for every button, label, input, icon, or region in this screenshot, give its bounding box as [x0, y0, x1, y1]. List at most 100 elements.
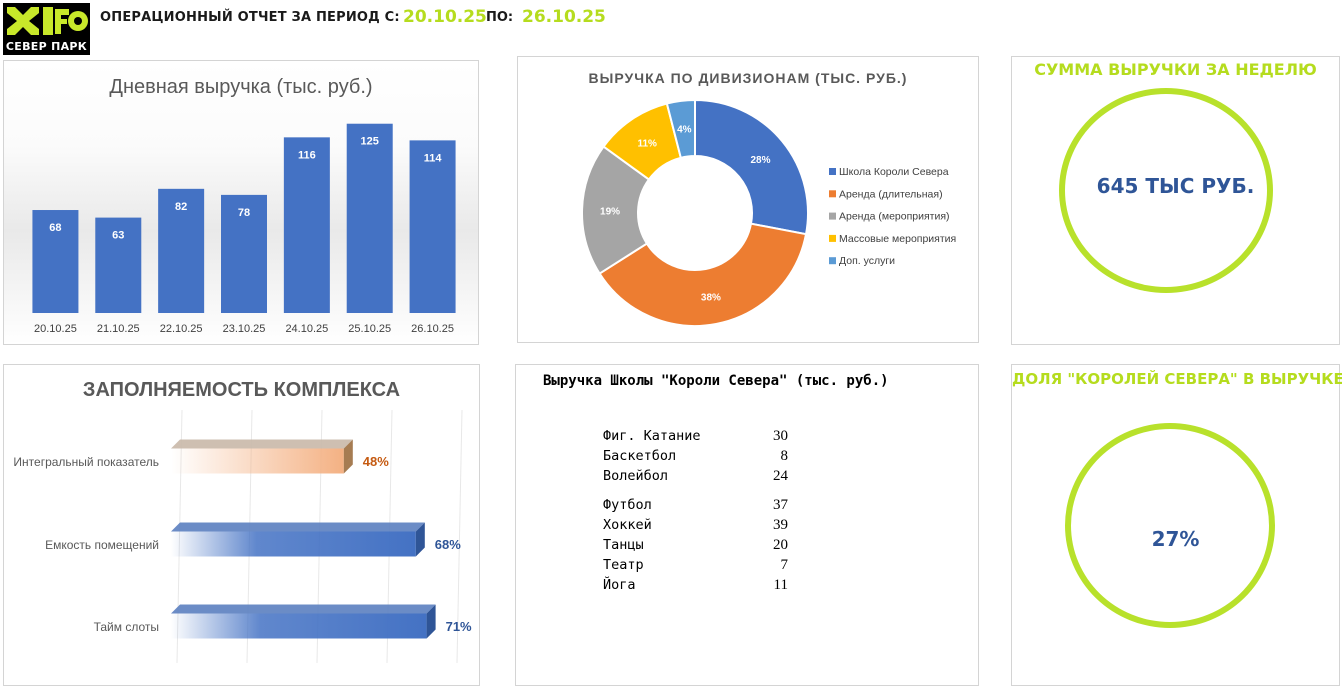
chart-title: ВЫРУЧКА ПО ДИВИЗИОНАМ (ТЫС. РУБ.) — [588, 70, 908, 86]
occupancy-plot: 48% Интегральный показатель 68% Емкость пом… — [13, 409, 472, 664]
legend-swatch — [829, 190, 836, 198]
legend-swatch — [829, 212, 836, 220]
occupancy-bar[interactable] — [171, 613, 427, 639]
bar[interactable] — [283, 137, 330, 313]
bar-value-label: 68% — [435, 537, 461, 552]
kings-share-value: 27% — [1151, 527, 1200, 551]
chart-title: Дневная выручка (тыс. руб.) — [109, 76, 373, 98]
row-name: Танцы — [603, 537, 644, 553]
legend-swatch — [829, 168, 836, 175]
bar-value-label: 63 — [112, 230, 124, 242]
bar[interactable] — [32, 210, 79, 313]
kings-share-card: ДОЛЯ "КОРОЛЕЙ СЕВЕРА" В ВЫРУЧКЕ 27% — [1011, 364, 1342, 686]
report-title: ОПЕРАЦИОННЫЙ ОТЧЕТ ЗА ПЕРИОД С: — [100, 10, 400, 25]
legend-label: Школа Короли Севера — [839, 166, 949, 178]
row-value: 20 — [773, 537, 788, 553]
row-value: 30 — [773, 428, 788, 444]
bar-value-label: 78 — [238, 207, 250, 219]
row-name: Хоккей — [603, 517, 652, 533]
slice-label: 4% — [677, 125, 692, 136]
weekly-total-ring — [1059, 88, 1273, 293]
bar-value-label: 82 — [175, 201, 187, 213]
kings-share-ring — [1065, 423, 1275, 628]
weekly-total-card: СУММА ВЫРУЧКИ ЗА НЕДЕЛЮ 645 ТЫС РУБ. — [1011, 56, 1340, 345]
table-row: Фиг. Катание 30 — [603, 428, 803, 448]
x-tick-label: 23.10.25 — [223, 323, 266, 335]
bar-value-label: 68 — [49, 222, 61, 234]
donut-slice[interactable] — [665, 98, 696, 160]
logo-text: СЕВЕР ПАРК — [5, 40, 88, 53]
bar-value-label: 114 — [424, 152, 443, 164]
legend-swatch — [829, 257, 836, 265]
division-revenue-chart[interactable]: ВЫРУЧКА ПО ДИВИЗИОНАМ (ТЫС. РУБ.) 28% 38%… — [517, 56, 979, 343]
weekly-total-value: 645 ТЫС РУБ. — [1096, 174, 1255, 198]
slice-label: 11% — [637, 139, 657, 150]
bar[interactable] — [95, 217, 142, 313]
row-name: Баскетбол — [603, 448, 677, 464]
slice-label: 19% — [600, 206, 620, 217]
table-row: Хоккей 39 — [603, 517, 803, 537]
table-row: Футбол 37 — [603, 497, 803, 517]
table-row: Танцы 20 — [603, 537, 803, 557]
donut-slice[interactable] — [694, 98, 809, 236]
occupancy-bar[interactable] — [171, 531, 416, 557]
logo-mark-icon — [7, 7, 88, 35]
row-name: Театр — [603, 557, 644, 573]
legend-label: Доп. услуги — [839, 255, 895, 267]
legend-label: Аренда (мероприятия) — [839, 211, 950, 223]
legend-label: Массовые мероприятия — [839, 233, 956, 245]
x-tick-label: 21.10.25 — [97, 323, 140, 335]
daily-revenue-chart[interactable]: Дневная выручка (тыс. руб.) 68 20.10.25 63… — [3, 60, 479, 345]
sever-park-logo: СЕВЕР ПАРК — [3, 3, 90, 55]
bar-value-label: 116 — [298, 149, 316, 161]
period-start-date[interactable]: 20.10.25 — [403, 7, 487, 27]
x-tick-label: 22.10.25 — [160, 323, 203, 335]
bar[interactable] — [221, 194, 267, 313]
slice-label: 38% — [701, 292, 721, 303]
period-to-label: ПО: — [486, 10, 514, 25]
school-revenue-table: Выручка Школы "Короли Севера" (тыс. руб.… — [515, 364, 979, 686]
table-row: Йога 11 — [603, 577, 803, 597]
row-name: Фиг. Катание — [603, 428, 701, 444]
occupancy-bar[interactable] — [171, 448, 344, 474]
row-value: 39 — [773, 517, 788, 533]
row-name: Йога — [603, 577, 636, 593]
row-value: 7 — [780, 557, 789, 573]
x-tick-label: 24.10.25 — [285, 323, 328, 335]
occupancy-chart[interactable]: ЗАПОЛНЯЕМОСТЬ КОМПЛЕКСА 48% Интегральный … — [3, 364, 480, 686]
x-tick-label: 20.10.25 — [34, 323, 77, 335]
category-label: Тайм слоты — [94, 620, 159, 634]
period-end-date[interactable]: 26.10.25 — [522, 7, 606, 27]
legend-swatch — [829, 234, 836, 242]
report-header: СЕВЕР ПАРК ОПЕРАЦИОННЫЙ ОТЧЕТ ЗА ПЕРИОД … — [0, 0, 1342, 56]
legend-label: Аренда (длительная) — [839, 188, 943, 200]
school-list: Фиг. Катание 30 Баскетбол 8 Волейбол 24 … — [603, 428, 803, 597]
category-label: Интегральный показатель — [13, 455, 159, 469]
bar[interactable] — [158, 188, 205, 313]
donut-slice[interactable] — [598, 222, 808, 327]
bar-value-label: 125 — [361, 136, 379, 148]
row-value: 11 — [773, 577, 788, 593]
bar[interactable] — [409, 140, 456, 313]
table-row: Волейбол 24 — [603, 468, 803, 488]
donut-slice[interactable] — [581, 145, 651, 275]
table-row: Театр 7 — [603, 557, 803, 577]
row-value: 8 — [780, 448, 789, 464]
row-name: Футбол — [603, 497, 652, 513]
bar-value-label: 48% — [363, 454, 389, 469]
school-table-title: Выручка Школы "Короли Севера" (тыс. руб.… — [543, 373, 889, 389]
row-value: 37 — [773, 497, 788, 513]
weekly-total-title: СУММА ВЫРУЧКИ ЗА НЕДЕЛЮ — [1034, 60, 1317, 79]
chart-title: ЗАПОЛНЯЕМОСТЬ КОМПЛЕКСА — [82, 379, 401, 401]
row-name: Волейбол — [603, 468, 669, 484]
slice-label: 28% — [750, 155, 770, 166]
table-row: Баскетбол 8 — [603, 448, 803, 468]
bar[interactable] — [346, 123, 393, 313]
row-value: 24 — [773, 468, 788, 484]
x-tick-label: 26.10.25 — [411, 323, 454, 335]
kings-share-title: ДОЛЯ "КОРОЛЕЙ СЕВЕРА" В ВЫРУЧКЕ — [1012, 370, 1342, 388]
category-label: Емкость помещений — [45, 538, 159, 552]
x-tick-label: 25.10.25 — [348, 323, 391, 335]
bar-value-label: 71% — [446, 619, 472, 634]
daily-revenue-plot: 68 20.10.25 63 21.10.25 82 22.10.25 78 23.10.25… — [32, 123, 456, 335]
